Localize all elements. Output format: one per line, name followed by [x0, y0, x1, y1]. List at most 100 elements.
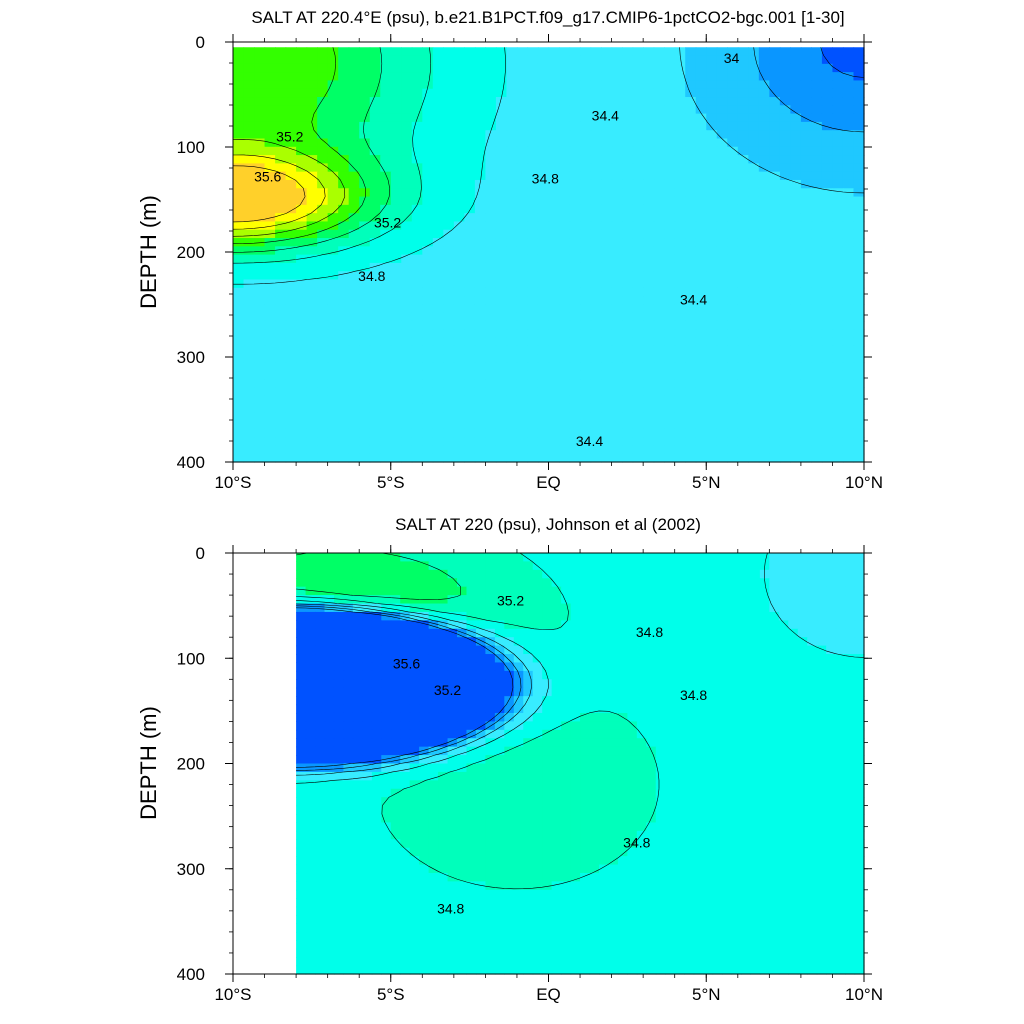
- field-cell: [548, 204, 560, 214]
- field-cell: [233, 453, 245, 463]
- field-cell: [674, 654, 685, 664]
- field-cell: [643, 312, 655, 322]
- field-cell: [401, 296, 413, 305]
- field-cell: [580, 578, 591, 588]
- field-cell: [348, 229, 360, 239]
- field-cell: [306, 296, 318, 305]
- field-cell: [695, 72, 707, 82]
- field-cell: [580, 746, 591, 756]
- field-cell: [464, 179, 476, 189]
- field-cell: [685, 296, 697, 305]
- field-cell: [580, 569, 591, 579]
- field-cell: [580, 771, 591, 781]
- field-cell: [338, 204, 350, 214]
- field-cell: [665, 637, 676, 647]
- field-cell: [674, 746, 685, 756]
- field-cell: [790, 246, 802, 256]
- field-cell: [611, 221, 623, 231]
- field-cell: [853, 387, 865, 397]
- field-cell: [485, 88, 497, 98]
- field-cell: [695, 453, 707, 463]
- field-cell: [338, 420, 350, 430]
- field-cell: [305, 611, 316, 621]
- field-cell: [601, 221, 613, 231]
- field-cell: [617, 569, 628, 579]
- field-cell: [695, 420, 707, 430]
- field-cell: [243, 329, 255, 339]
- field-cell: [835, 561, 846, 571]
- field-cell: [495, 337, 508, 347]
- field-cell: [807, 771, 818, 781]
- field-cell: [438, 721, 449, 731]
- field-cell: [685, 55, 697, 65]
- field-cell: [740, 662, 752, 672]
- field-cell: [712, 704, 723, 714]
- field-cell: [443, 296, 455, 305]
- field-cell: [513, 620, 524, 630]
- field-cell: [327, 80, 339, 90]
- field-cell: [371, 662, 382, 672]
- field-cell: [727, 88, 739, 98]
- field-cell: [769, 578, 780, 588]
- field-cell: [769, 654, 780, 664]
- field-cell: [306, 121, 318, 131]
- field-cell: [845, 771, 856, 781]
- field-cell: [758, 262, 770, 272]
- field-cell: [233, 320, 245, 330]
- field-cell: [811, 379, 823, 388]
- field-cell: [233, 72, 245, 82]
- field-cell: [601, 337, 613, 347]
- field-cell: [317, 204, 329, 214]
- field-cell: [495, 262, 508, 272]
- field-cell: [495, 171, 508, 181]
- field-cell: [727, 320, 739, 330]
- field-cell: [842, 279, 855, 289]
- field-cell: [816, 670, 827, 680]
- field-cell: [457, 654, 468, 664]
- field-cell: [548, 395, 560, 405]
- field-cell: [653, 337, 665, 347]
- field-cell: [243, 97, 255, 106]
- field-cell: [411, 213, 423, 223]
- field-cell: [779, 412, 791, 422]
- field-cell: [401, 254, 413, 264]
- field-cell: [655, 746, 666, 756]
- field-cell: [254, 395, 266, 405]
- field-cell: [821, 379, 834, 388]
- field-cell: [674, 420, 686, 430]
- field-cell: [601, 420, 613, 430]
- field-cell: [590, 262, 602, 272]
- field-cell: [359, 204, 371, 214]
- field-cell: [400, 611, 411, 621]
- field-cell: [779, 304, 791, 314]
- field-cell: [835, 712, 846, 722]
- field-cell: [684, 611, 695, 621]
- field-cell: [390, 595, 401, 605]
- field-cell: [516, 146, 529, 156]
- field-cell: [453, 262, 465, 272]
- field-cell: [315, 712, 326, 722]
- field-cell: [348, 72, 360, 82]
- field-cell: [306, 204, 318, 214]
- field-cell: [807, 746, 818, 756]
- field-cell: [532, 679, 543, 689]
- field-cell: [636, 662, 647, 672]
- field-cell: [409, 670, 420, 680]
- field-cell: [750, 687, 761, 697]
- field-cell: [443, 229, 455, 239]
- field-cell: [737, 238, 749, 247]
- field-cell: [622, 420, 634, 430]
- field-cell: [590, 105, 602, 115]
- field-cell: [457, 645, 468, 655]
- field-cell: [422, 287, 434, 297]
- field-cell: [438, 797, 449, 807]
- field-cell: [759, 662, 770, 672]
- field-cell: [685, 412, 697, 422]
- field-cell: [759, 797, 770, 807]
- field-cell: [664, 63, 676, 73]
- field-cell: [731, 755, 742, 765]
- field-cell: [716, 262, 728, 272]
- field-cell: [703, 712, 714, 722]
- field-cell: [537, 213, 550, 223]
- field-cell: [495, 63, 508, 73]
